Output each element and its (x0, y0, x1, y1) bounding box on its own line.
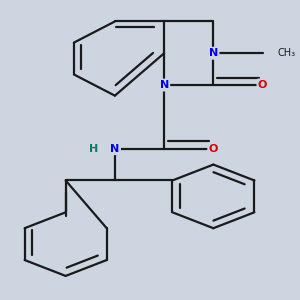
Text: N: N (160, 80, 169, 90)
Text: H: H (89, 144, 99, 154)
Text: N: N (110, 144, 119, 154)
Text: CH₃: CH₃ (278, 48, 296, 58)
Text: O: O (258, 80, 267, 90)
Text: N: N (209, 48, 218, 58)
Text: O: O (209, 144, 218, 154)
